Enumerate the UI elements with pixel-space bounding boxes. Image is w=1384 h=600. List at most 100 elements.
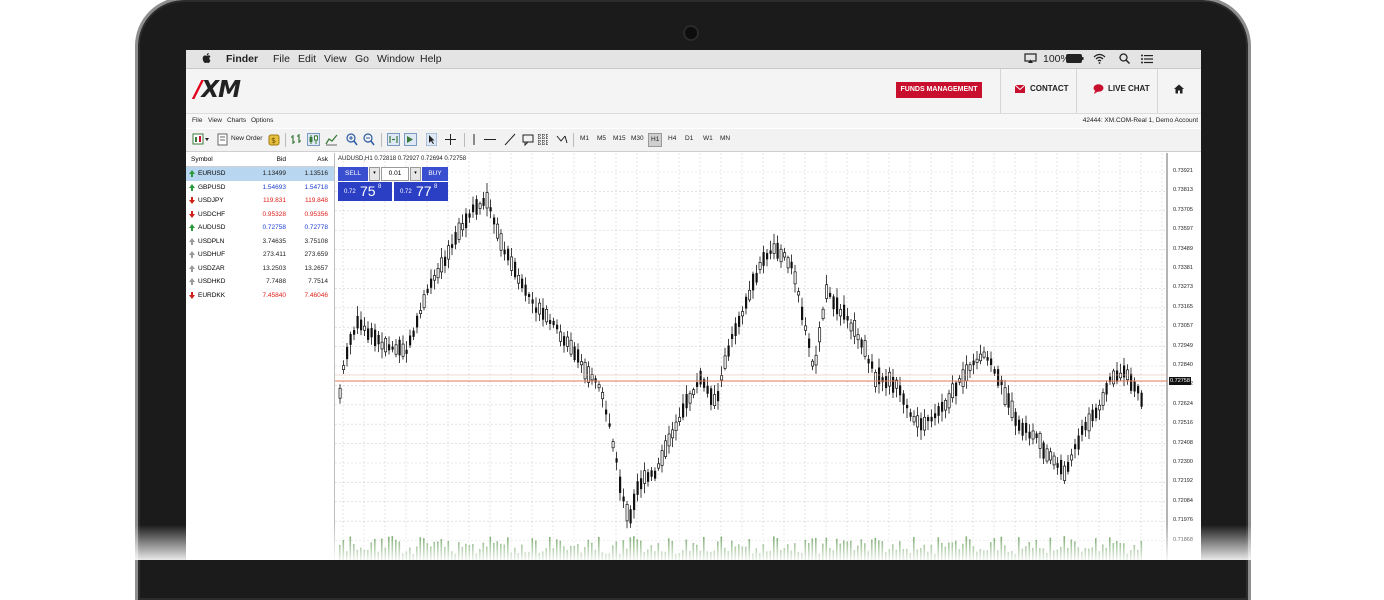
volume-bar xyxy=(1014,553,1017,560)
symbol-cell: EURDKK xyxy=(198,291,226,299)
volume-bar xyxy=(965,536,968,560)
timeframe-d1[interactable]: D1 xyxy=(685,135,694,142)
home-icon[interactable] xyxy=(1174,84,1184,94)
market-watch-row[interactable]: AUDUSD 0.72758 0.72778 xyxy=(186,221,334,235)
candle-body xyxy=(517,274,521,284)
chart-shift-icon[interactable] xyxy=(404,133,417,146)
menu-file[interactable]: File xyxy=(273,53,290,65)
wifi-icon[interactable] xyxy=(1093,53,1106,64)
search-icon[interactable] xyxy=(1119,53,1130,64)
menu-help[interactable]: Help xyxy=(420,53,442,65)
new-order-icon[interactable] xyxy=(217,133,228,146)
quantity-up-button[interactable]: ▾ xyxy=(410,167,421,181)
market-watch-row[interactable]: USDJPY 119.831 119.848 xyxy=(186,194,334,208)
volume-bar xyxy=(878,540,880,560)
candlestick-icon[interactable] xyxy=(307,133,320,146)
volume-bar xyxy=(703,536,705,560)
menu-view[interactable]: View xyxy=(324,53,347,65)
volume-bar xyxy=(951,542,954,560)
app-menu-charts[interactable]: Charts xyxy=(227,117,247,124)
timeframe-m15[interactable]: M15 xyxy=(613,135,626,142)
candle-body xyxy=(510,256,514,271)
market-watch-row[interactable]: EURUSD 1.13499 1.13516 xyxy=(186,167,334,181)
market-watch-icon[interactable]: $ xyxy=(268,133,280,146)
funds-management-button[interactable]: FUNDS MANAGEMENT xyxy=(896,82,982,98)
horizontal-line-icon[interactable] xyxy=(484,133,496,146)
volume-bar xyxy=(1053,550,1055,560)
candle-body xyxy=(874,372,878,388)
autoscroll-icon[interactable] xyxy=(387,133,400,146)
app-menu-file[interactable]: File xyxy=(192,117,203,124)
timeframe-m1[interactable]: M1 xyxy=(580,135,590,142)
market-watch-row[interactable]: EURDKK 7.45840 7.46046 xyxy=(186,289,334,303)
quantity-down-button[interactable]: ▾ xyxy=(369,167,380,181)
app-menu-options[interactable]: Options xyxy=(251,117,274,124)
candle-body xyxy=(688,393,692,404)
volume-bar xyxy=(720,536,723,560)
apple-icon[interactable] xyxy=(202,52,212,64)
market-watch-row[interactable]: USDCHF 0.95328 0.95356 xyxy=(186,208,334,222)
timeframe-w1[interactable]: W1 xyxy=(703,135,713,142)
market-watch-row[interactable]: USDZAR 13.2503 13.2657 xyxy=(186,262,334,276)
live-chat-link[interactable]: LIVE CHAT xyxy=(1108,84,1150,93)
volume-bar xyxy=(507,537,509,560)
bar-chart-icon[interactable] xyxy=(290,133,303,146)
toolbar-separator xyxy=(464,133,465,147)
timeframe-m30[interactable]: M30 xyxy=(631,135,644,142)
timeframe-h4[interactable]: H4 xyxy=(668,135,677,142)
zoom-in-icon[interactable] xyxy=(346,133,358,146)
market-watch-row[interactable]: GBPUSD 1.54693 1.54718 xyxy=(186,181,334,195)
grid-icon[interactable] xyxy=(537,133,549,146)
candle-body xyxy=(888,371,892,387)
new-chart-icon[interactable] xyxy=(192,133,210,146)
volume-bar xyxy=(1035,539,1038,560)
zoom-out-icon[interactable] xyxy=(363,133,375,146)
line-chart-icon[interactable] xyxy=(325,133,338,146)
buy-price[interactable]: 0.72 77 8 xyxy=(394,182,448,201)
candle-body xyxy=(461,223,465,231)
ask-cell: 1.54718 xyxy=(304,183,329,191)
timeframe-mn[interactable]: MN xyxy=(720,135,731,142)
text-label-icon[interactable] xyxy=(522,133,534,146)
buy-button[interactable]: BUY xyxy=(422,167,448,181)
ask-header[interactable]: Ask xyxy=(317,156,328,163)
trendline-icon[interactable] xyxy=(504,133,516,146)
crosshair-icon[interactable] xyxy=(445,133,456,146)
candle-body xyxy=(671,429,675,439)
market-watch-row[interactable]: USDHKD 7.7488 7.7514 xyxy=(186,275,334,289)
contact-link[interactable]: CONTACT xyxy=(1030,84,1069,93)
volume-bar xyxy=(892,544,894,560)
menu-finder[interactable]: Finder xyxy=(226,53,259,65)
new-order-button[interactable]: New Order xyxy=(231,135,263,142)
menu-go[interactable]: Go xyxy=(355,53,370,65)
bid-header[interactable]: Bid xyxy=(276,156,286,163)
airplay-icon[interactable] xyxy=(1024,53,1037,64)
candle-body xyxy=(955,382,958,397)
candle-body xyxy=(1056,463,1059,468)
sell-button[interactable]: SELL xyxy=(338,167,368,181)
app-menu-view[interactable]: View xyxy=(208,117,222,124)
candle-body xyxy=(1095,407,1098,419)
xm-logo[interactable]: /XM xyxy=(194,77,241,103)
timeframe-m5[interactable]: M5 xyxy=(597,135,607,142)
timeframe-h1[interactable]: H1 xyxy=(648,133,663,147)
market-watch-row[interactable]: USDHUF 273.411 273.659 xyxy=(186,248,334,262)
symbol-header[interactable]: Symbol xyxy=(191,156,213,163)
candle-body xyxy=(1031,430,1035,440)
fibonacci-icon[interactable] xyxy=(556,133,568,146)
notification-center-icon[interactable] xyxy=(1141,54,1153,64)
candle-body xyxy=(447,245,451,260)
menu-window[interactable]: Window xyxy=(377,53,415,65)
market-watch-row[interactable]: USDPLN 3.74635 3.75108 xyxy=(186,235,334,249)
quantity-input[interactable]: 0.01 xyxy=(381,167,409,181)
cursor-icon[interactable] xyxy=(426,133,437,146)
battery-icon[interactable] xyxy=(1066,54,1084,63)
volume-bar xyxy=(899,541,901,560)
volume-bar xyxy=(888,549,891,560)
sell-price[interactable]: 0.72 75 8 xyxy=(338,182,392,201)
vertical-line-icon[interactable] xyxy=(472,133,476,146)
menu-edit[interactable]: Edit xyxy=(298,53,317,65)
candlestick-chart[interactable] xyxy=(335,153,1201,560)
chart-area[interactable]: AUDUSD,H1 0.72818 0.72927 0.72694 0.7275… xyxy=(335,153,1201,560)
candle-body xyxy=(664,440,668,457)
